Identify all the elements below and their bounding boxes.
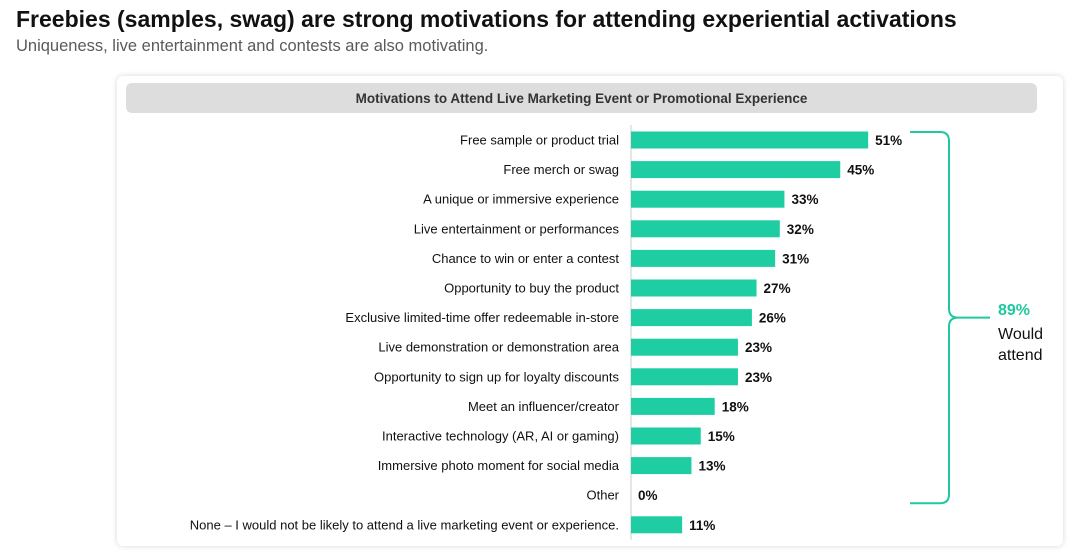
- category-label: Opportunity to sign up for loyalty disco…: [374, 369, 619, 384]
- category-label: Chance to win or enter a contest: [432, 251, 620, 266]
- bar: [631, 190, 785, 208]
- bar: [631, 397, 715, 415]
- category-label: Free merch or swag: [503, 162, 619, 177]
- bar: [631, 220, 780, 238]
- value-label: 0%: [638, 488, 658, 503]
- category-label: Opportunity to buy the product: [444, 281, 619, 296]
- bar: [631, 427, 701, 445]
- category-label: Other: [586, 488, 619, 503]
- value-label: 11%: [689, 518, 715, 533]
- bar: [631, 309, 752, 327]
- bar: [631, 338, 738, 356]
- bracket-value: 89%: [998, 302, 1031, 319]
- value-label: 32%: [787, 222, 814, 237]
- bar: [631, 279, 757, 297]
- bar: [631, 249, 776, 267]
- value-label: 51%: [875, 133, 902, 148]
- value-label: 31%: [782, 251, 809, 266]
- bars-layer: Free sample or product trial 51% Free merc…: [190, 125, 902, 540]
- page-title: Freebies (samples, swag) are strong moti…: [16, 6, 957, 32]
- value-label: 23%: [745, 340, 772, 355]
- value-label: 13%: [698, 459, 725, 474]
- value-label: 26%: [759, 311, 786, 326]
- category-label: None – I would not be likely to attend a…: [190, 517, 619, 532]
- category-label: Live demonstration or demonstration area: [378, 340, 619, 355]
- bar: [631, 161, 841, 179]
- bracket-text: Would attend: [998, 326, 1044, 364]
- value-label: 18%: [722, 399, 749, 414]
- category-label: Meet an influencer/creator: [468, 399, 620, 414]
- bar: [631, 131, 869, 149]
- category-label: Free sample or product trial: [460, 133, 619, 148]
- bar: [631, 368, 738, 386]
- category-label: A unique or immersive experience: [423, 192, 619, 207]
- value-label: 45%: [847, 163, 874, 178]
- category-label: Live entertainment or performances: [414, 221, 620, 236]
- chart-title: Motivations to Attend Live Marketing Eve…: [126, 83, 1037, 113]
- value-label: 23%: [745, 370, 772, 385]
- bar: [631, 457, 692, 475]
- page-subtitle: Uniqueness, live entertainment and conte…: [16, 37, 489, 55]
- value-label: 33%: [791, 192, 818, 207]
- bracket-annotation: [910, 131, 990, 505]
- value-label: 27%: [764, 281, 791, 296]
- value-label: 15%: [708, 429, 735, 444]
- category-label: Immersive photo moment for social media: [378, 458, 620, 473]
- chart-card: [117, 76, 1063, 546]
- category-label: Exclusive limited-time offer redeemable …: [345, 310, 619, 325]
- category-label: Interactive technology (AR, AI or gaming…: [382, 429, 619, 444]
- bar: [631, 516, 683, 534]
